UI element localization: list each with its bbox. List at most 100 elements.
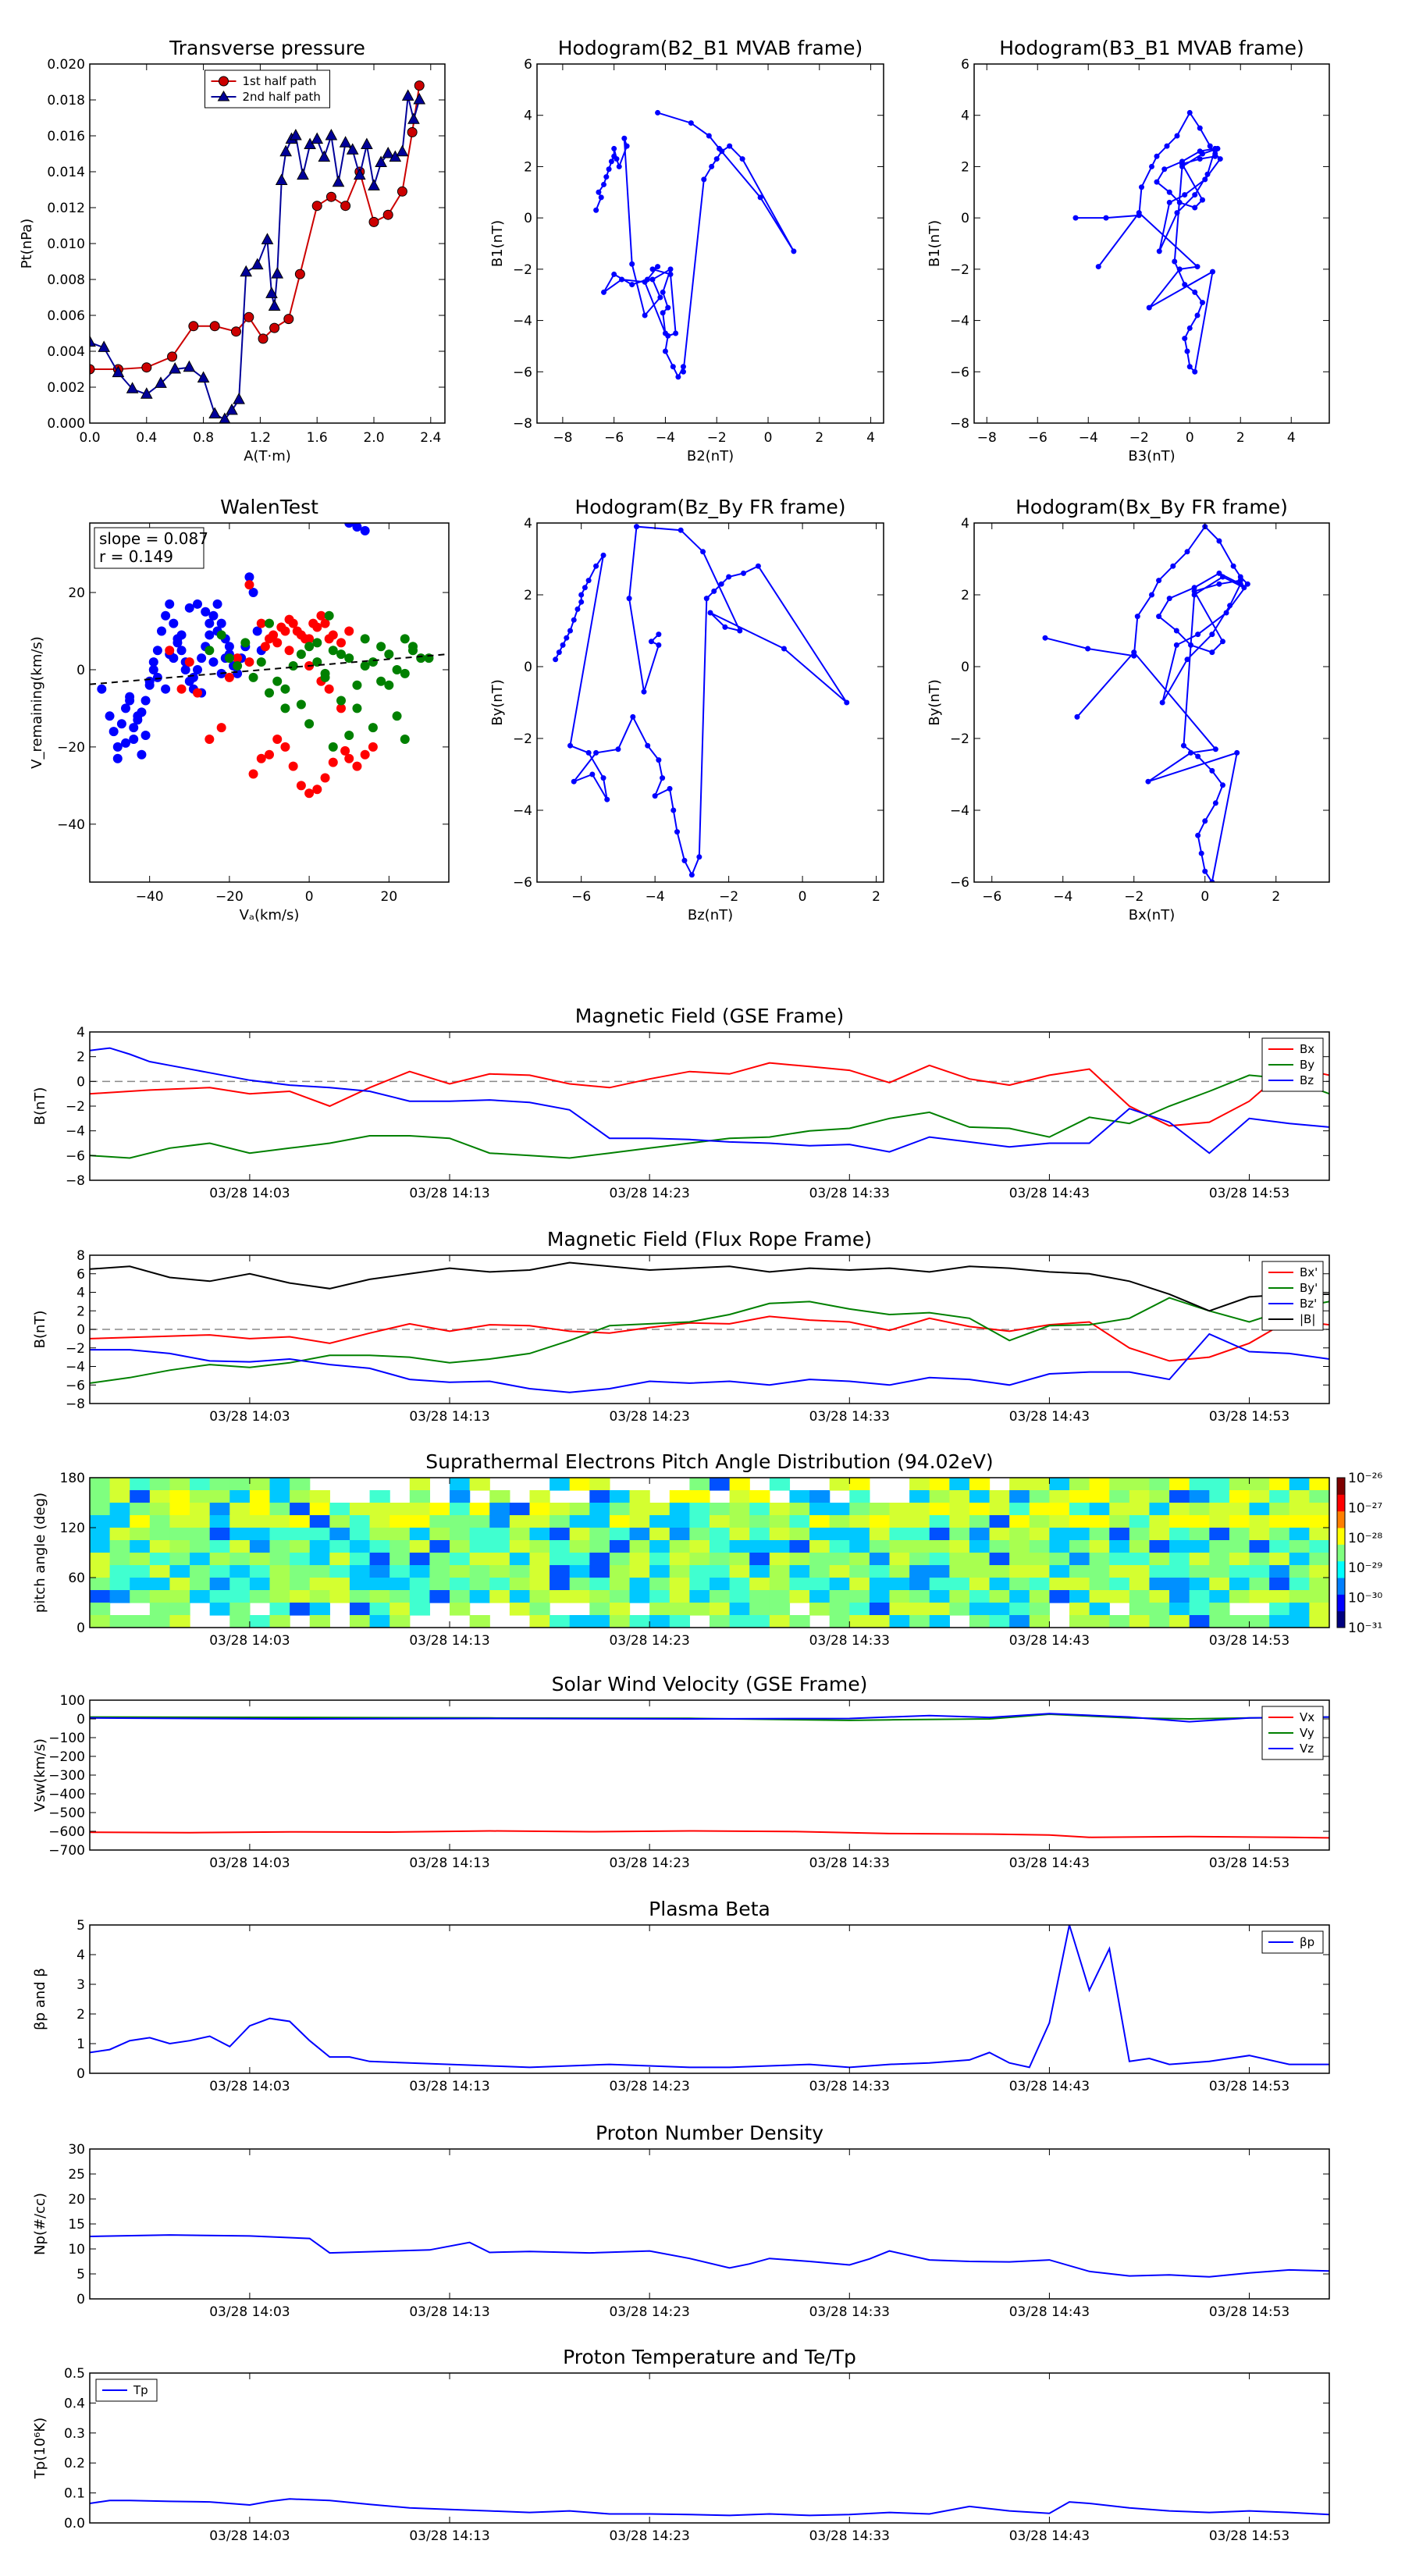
heatmap-cell [290,1565,311,1578]
x-tick-label: 03/28 14:23 [609,2304,689,2320]
data-point [608,158,614,165]
heatmap-cell [469,1615,490,1628]
heatmap-cell [909,1490,930,1503]
data-point [667,266,674,272]
heatmap-cell [389,1590,411,1603]
heatmap-cell [109,1615,130,1628]
heatmap-cell [1189,1490,1210,1503]
heatmap-cell [1129,1603,1151,1616]
heatmap-cell [1089,1503,1110,1516]
data-point [727,143,733,149]
heatmap-cell [889,1553,910,1566]
heatmap-cell [1309,1478,1329,1491]
data-point [656,642,662,648]
heatmap-cell [90,1528,111,1541]
heatmap-cell [1229,1515,1250,1528]
data-point [1217,156,1223,162]
heatmap-cell [149,1590,171,1603]
heatmap-cell [90,1490,111,1503]
data-point [567,628,574,634]
data-point [1216,570,1222,576]
y-tick-label: −2 [66,1341,85,1357]
heatmap-cell [429,1553,450,1566]
heatmap-cell [269,1615,290,1628]
colorbar-tick-label: 10⁻³¹ [1348,1621,1382,1636]
heatmap-cell [869,1540,891,1553]
y-tick-label: 0 [961,660,969,675]
data-point [1145,778,1151,785]
heatmap-cell [369,1615,390,1628]
data-point [582,585,588,591]
data-point [1202,868,1208,874]
axes-frame [973,522,1330,883]
data-point [193,599,202,609]
heatmap-cell [689,1578,710,1591]
heatmap-cell [1049,1478,1070,1491]
heatmap-cell [509,1578,531,1591]
heatmap-cell [1149,1590,1170,1603]
y-tick-label: 15 [68,2217,85,2233]
data-point [112,742,123,752]
y-axis-label: Tp(10⁶K) [32,2418,48,2479]
colorbar-segment [1337,1594,1345,1612]
heatmap-cell [1089,1478,1110,1491]
heatmap-cell [450,1578,471,1591]
data-point [265,618,274,628]
heatmap-cell [849,1553,870,1566]
y-tick-label: 6 [76,1267,85,1283]
heatmap-cell [469,1515,490,1528]
heatmap-cell [309,1503,330,1516]
data-point [791,248,797,254]
data-point [148,657,158,667]
data-point [284,614,294,624]
heatmap-cell [209,1503,230,1516]
heatmap-cell [869,1553,891,1566]
data-point [240,638,251,648]
data-point [707,610,713,616]
heatmap-cell [729,1540,750,1553]
heatmap-cell [710,1578,731,1591]
x-tick-label: 4 [866,430,875,446]
heatmap-cell [550,1503,571,1516]
legend: Tp [95,2379,158,2402]
colorbar-segment [1337,1544,1345,1562]
heatmap-cell [309,1528,330,1541]
heatmap-cell [1049,1578,1070,1591]
heatmap-cell [1149,1515,1170,1528]
data-point [244,572,254,582]
fit-line [90,653,449,685]
y-tick-label: 0.002 [47,380,85,396]
heatmap-cell [869,1528,891,1541]
data-point [655,264,661,270]
panel-mag_fr: Magnetic Field (Flux Rope Frame) B(nT) −8 −… [32,1228,1330,1425]
data-point [352,523,362,532]
data-point [173,638,183,648]
data-point [722,624,728,630]
x-tick-label: 2 [872,889,880,905]
x-tick-label: −2 [1129,430,1149,446]
heatmap-cell [469,1478,490,1491]
colorbar-frame [1336,1477,1346,1628]
x-tick-label: 03/28 14:03 [209,1186,290,1201]
data-point [205,646,215,656]
x-tick-label: 03/28 14:13 [409,1633,489,1649]
y-tick-label: −700 [48,1843,85,1859]
heatmap-cell [1089,1603,1110,1616]
heatmap-cell [309,1615,330,1628]
data-point [325,128,338,141]
plot-area [1042,524,1250,882]
heatmap-cell [109,1553,130,1566]
heatmap-cell [1289,1578,1310,1591]
heatmap-cell [1229,1540,1250,1553]
heatmap-cell [149,1565,171,1578]
data-point [1103,215,1109,221]
data-point [1195,632,1201,638]
legend-label: |B| [1300,1312,1315,1326]
data-point [1159,699,1165,706]
heatmap-cell [769,1578,791,1591]
x-tick-label: 03/28 14:03 [209,2079,290,2094]
data-point [332,175,345,187]
heatmap-cell [869,1503,891,1516]
heatmap-cell [269,1553,290,1566]
data-point [1154,179,1160,185]
